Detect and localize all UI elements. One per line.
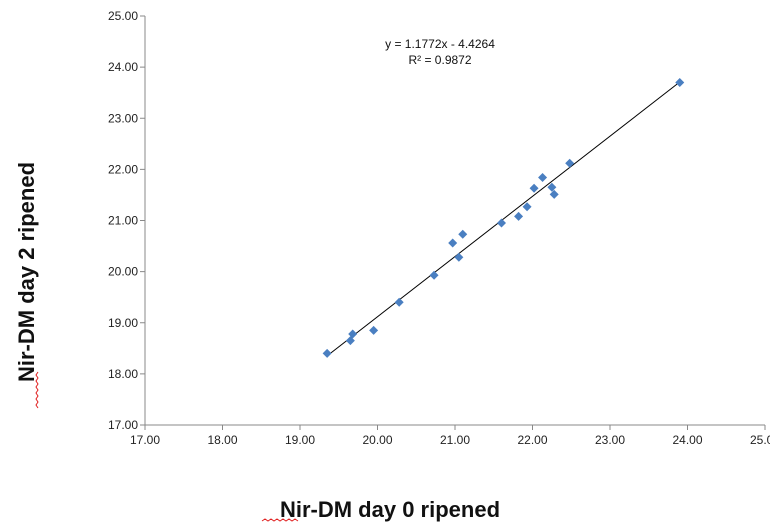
- y-tick-label: 24.00: [108, 60, 138, 74]
- data-point: [538, 173, 548, 183]
- x-tick-label: 17.00: [130, 433, 160, 447]
- x-tick-label: 23.00: [595, 433, 625, 447]
- axes: [140, 15, 766, 430]
- trendline-r-squared: R² = 0.9872: [408, 53, 471, 67]
- x-tick-labels: 17.00 18.00 19.00 20.00 21.00 22.00 23.00 24.00…: [130, 433, 770, 447]
- x-tick-label: 18.00: [207, 433, 237, 447]
- data-point: [547, 182, 557, 192]
- y-tick-label: 20.00: [108, 265, 138, 279]
- y-tick-label: 19.00: [108, 316, 138, 330]
- data-point: [394, 297, 404, 307]
- y-tick-label: 17.00: [108, 418, 138, 432]
- data-point: [522, 202, 532, 212]
- spellcheck-underline-x: [261, 518, 299, 522]
- data-point: [348, 329, 358, 339]
- data-points: [322, 77, 685, 358]
- trendline-group: [326, 81, 681, 357]
- data-point: [529, 183, 539, 193]
- data-point: [497, 218, 506, 228]
- data-point: [322, 348, 332, 358]
- y-tick-labels: 17.00 18.00 19.00 20.00 21.00 22.00 23.00 24.00…: [108, 9, 138, 432]
- x-tick-label: 20.00: [362, 433, 392, 447]
- x-axis-title: Nir-DM day 0 ripened: [280, 497, 500, 522]
- data-point: [514, 211, 524, 221]
- x-tick-label: 22.00: [517, 433, 547, 447]
- x-tick-label: 21.00: [440, 433, 470, 447]
- data-point: [454, 252, 464, 262]
- trendline: [326, 81, 681, 357]
- data-point: [675, 77, 685, 87]
- trendline-equation: y = 1.1772x - 4.4264: [385, 37, 495, 51]
- data-point: [549, 189, 559, 199]
- y-tick-label: 23.00: [108, 111, 138, 125]
- y-tick-label: 21.00: [108, 214, 138, 228]
- y-tick-label: 25.00: [108, 9, 138, 23]
- data-point: [565, 158, 575, 168]
- data-point: [429, 270, 439, 280]
- data-point: [448, 238, 458, 248]
- data-point: [369, 325, 379, 335]
- spellcheck-underline-y: [35, 371, 39, 409]
- data-point: [458, 229, 468, 239]
- y-axis-title: Nir-DM day 2 ripened: [14, 162, 39, 382]
- y-tick-label: 18.00: [108, 367, 138, 381]
- x-tick-label: 24.00: [672, 433, 702, 447]
- x-tick-label: 25.00: [750, 433, 770, 447]
- y-tick-label: 22.00: [108, 162, 138, 176]
- x-tick-label: 19.00: [285, 433, 315, 447]
